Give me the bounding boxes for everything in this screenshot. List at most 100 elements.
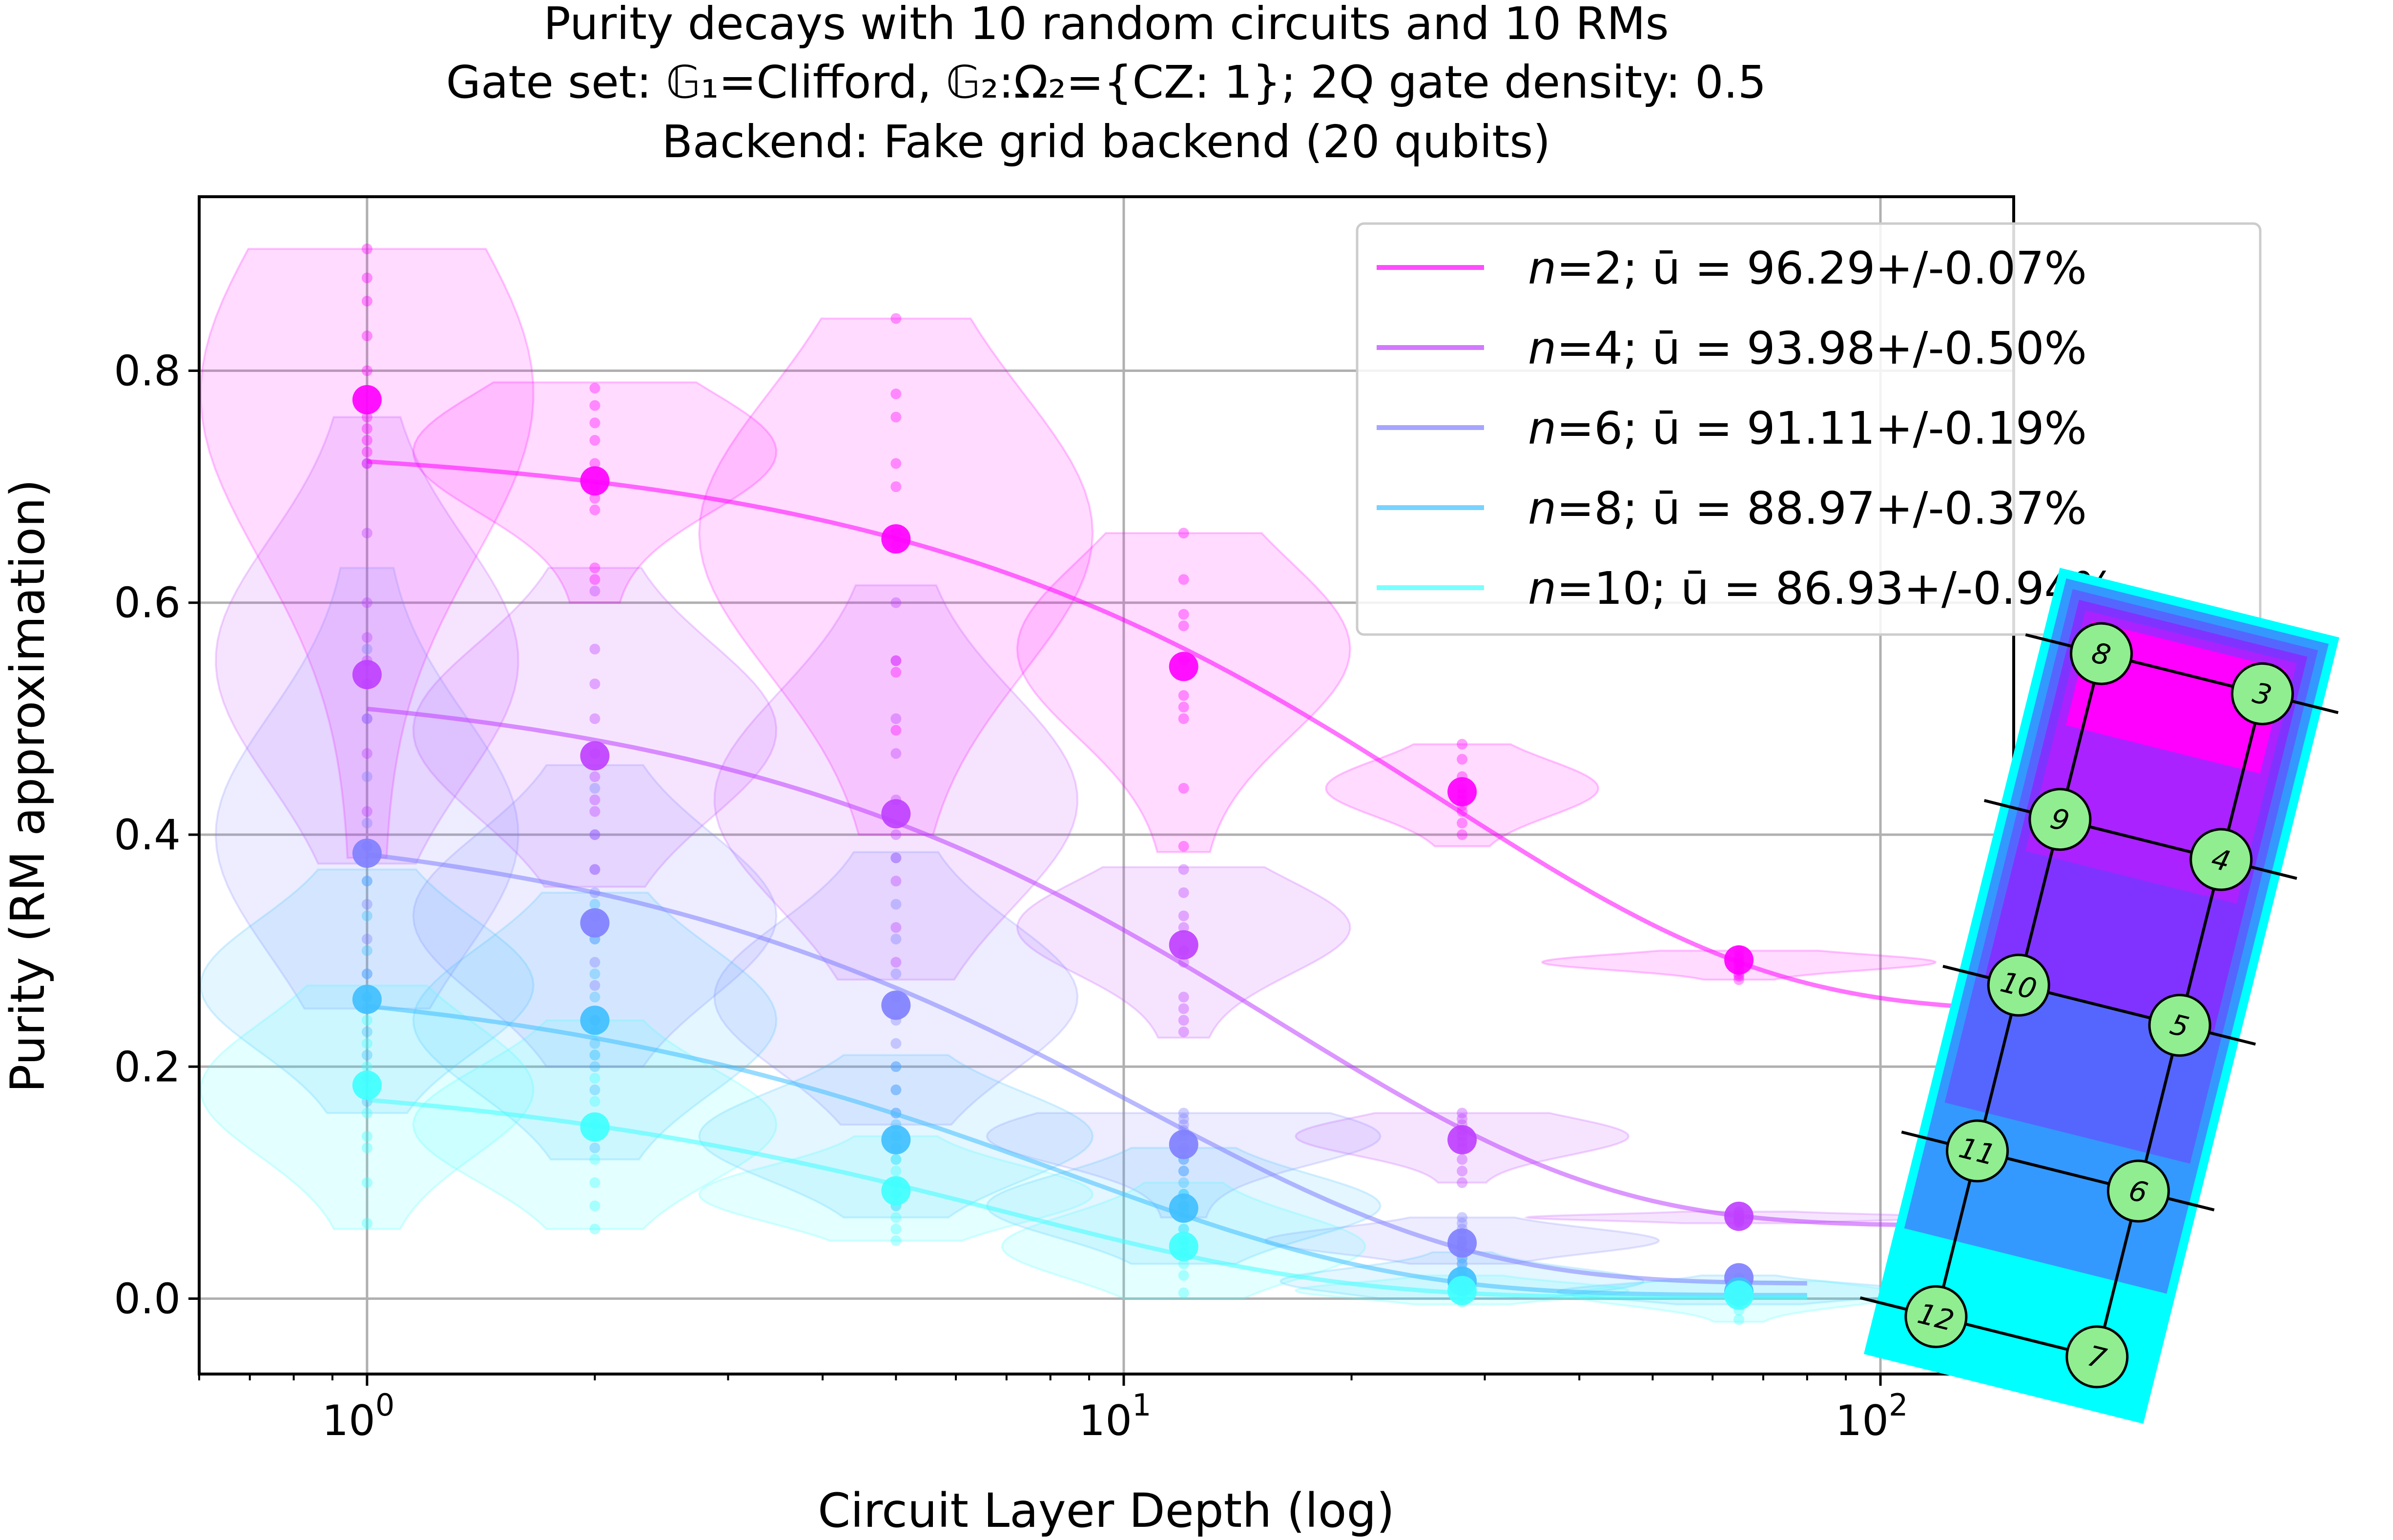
mean-marker [1169, 1129, 1198, 1159]
sample-dot [589, 678, 600, 690]
sample-dot [589, 771, 600, 782]
sample-dot [890, 922, 902, 933]
mean-marker [881, 524, 911, 554]
mean-marker [1169, 1193, 1198, 1223]
sample-dot [361, 365, 372, 376]
sample-dot [890, 876, 902, 887]
sample-dot [361, 771, 372, 782]
sample-dot [589, 1049, 600, 1061]
x-axis-label: Circuit Layer Depth (log) [818, 1483, 1395, 1538]
mean-marker [580, 741, 610, 771]
violin [200, 247, 535, 859]
sample-dot [361, 1049, 372, 1061]
sample-dot [589, 417, 600, 429]
sample-dot [361, 1130, 372, 1142]
sample-dot [1457, 1177, 1468, 1188]
y-tick-label: 0.2 [114, 1043, 181, 1091]
sample-dot [890, 458, 902, 469]
violin [698, 317, 1094, 836]
sample-dot [890, 1084, 902, 1095]
sample-dot [1457, 829, 1468, 840]
sample-dot [1178, 528, 1189, 539]
mean-marker [1724, 1280, 1754, 1310]
sample-dot [361, 933, 372, 945]
sample-dot [361, 748, 372, 759]
sample-dot [589, 806, 600, 817]
sample-dot [1178, 782, 1189, 794]
legend-entry: n=6; ū = 91.11+/-0.19% [1528, 402, 2087, 454]
sample-dot [890, 1084, 902, 1095]
qubit-node [2230, 662, 2294, 725]
legend-entry: n=10; ū = 86.93+/-0.94% [1528, 562, 2116, 615]
sample-dot [589, 1061, 600, 1072]
sample-dot [589, 713, 600, 724]
sample-dot [361, 1177, 372, 1188]
sample-dot [890, 1154, 902, 1165]
mean-marker [352, 985, 382, 1014]
sample-dot [361, 1061, 372, 1072]
sample-dot [361, 968, 372, 980]
title-line-3: Backend: Fake grid backend (20 qubits) [662, 116, 1550, 168]
sample-dot [1178, 1287, 1189, 1298]
sample-dot [1178, 1166, 1189, 1177]
sample-dot [361, 1026, 372, 1037]
sample-dot [1457, 818, 1468, 829]
sample-dot [1178, 690, 1189, 701]
sample-dot [589, 585, 600, 596]
fit-curve [367, 1004, 1807, 1297]
sample-dot [361, 968, 372, 980]
sample-dot [1178, 1223, 1189, 1234]
sample-dot [1178, 1258, 1189, 1270]
sample-dot [890, 933, 902, 945]
sample-dot [361, 876, 372, 887]
x-tick-label: 100 [322, 1387, 394, 1445]
fit-curve [367, 852, 1807, 1286]
x-axis-ticks: 100 101 102 [198, 1374, 1908, 1445]
sample-dot [361, 435, 372, 446]
sample-dot [589, 1073, 600, 1084]
sample-dot [361, 295, 372, 307]
sample-dot [361, 423, 372, 434]
sample-dot [890, 667, 902, 678]
sample-dot [589, 829, 600, 840]
violin [1016, 532, 1351, 853]
sample-dot [361, 713, 372, 724]
sample-dot [589, 899, 600, 910]
legend-entry: n=2; ū = 96.29+/-0.07% [1528, 242, 2087, 294]
sample-dot [589, 794, 600, 805]
sample-dot [589, 968, 600, 980]
mean-marker [881, 1125, 911, 1154]
sample-dot [361, 945, 372, 956]
sample-dot [589, 864, 600, 875]
sample-dot [361, 643, 372, 655]
sample-dot [890, 1061, 902, 1072]
sample-dot [1457, 754, 1468, 765]
sample-dot [589, 504, 600, 515]
sample-dot [361, 806, 372, 817]
y-axis-ticks: 0.0 0.2 0.4 0.6 0.8 [114, 347, 199, 1324]
mean-marker [352, 1070, 382, 1100]
mean-marker [352, 839, 382, 868]
sample-dot [589, 1223, 600, 1234]
sample-dot [361, 910, 372, 922]
sample-dot [589, 574, 600, 585]
mean-marker [580, 908, 610, 938]
sample-dot [1178, 1177, 1189, 1188]
sample-dot [1178, 1015, 1189, 1026]
sample-dot [361, 528, 372, 539]
sample-dot [361, 1038, 372, 1049]
sample-dot [890, 655, 902, 666]
sample-dot [1178, 574, 1189, 585]
sample-dot [589, 383, 600, 394]
sample-dot [361, 411, 372, 423]
sample-dot [1178, 864, 1189, 875]
y-tick-label: 0.0 [114, 1275, 181, 1324]
sample-dot [1457, 1258, 1468, 1270]
sample-dot [890, 713, 902, 724]
sample-dot [1178, 841, 1189, 852]
sample-dot [1178, 713, 1189, 724]
sample-dot [361, 876, 372, 887]
sample-dot [1178, 887, 1189, 898]
sample-dot [890, 597, 902, 608]
sample-dot [890, 1061, 902, 1072]
